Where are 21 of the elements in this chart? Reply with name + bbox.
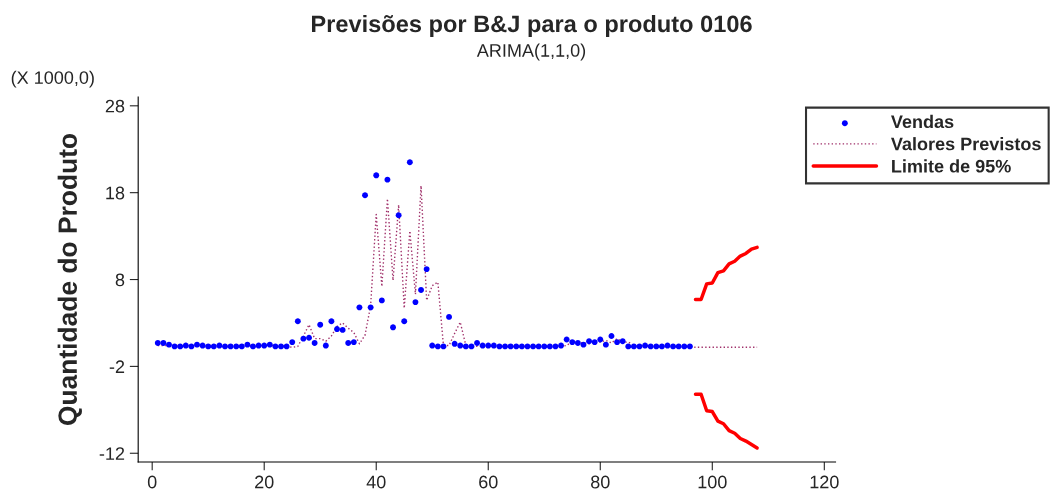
x-tick-label: 20	[255, 475, 274, 489]
y-tick-label: 18	[106, 186, 125, 200]
x-tick-label: 120	[810, 475, 839, 489]
line-series	[693, 392, 759, 450]
x-tick-label: 0	[147, 475, 157, 489]
y-tick-label: -12	[99, 447, 125, 460]
x-tick-label: 80	[591, 475, 610, 489]
x-tick-label: 60	[479, 475, 498, 489]
y-tick-label: 8	[115, 273, 125, 287]
chart-subtitle: ARIMA(1,1,0)	[476, 43, 586, 61]
y-tick-label: 28	[105, 99, 125, 113]
chart-title: Previsões por B&J para o produto 0106	[312, 14, 752, 37]
x-tick-label: 100	[698, 475, 727, 489]
legend-label: Valores Previstos	[891, 137, 1041, 151]
legend-label: Limite de 95%	[892, 159, 1011, 173]
line-series	[693, 245, 759, 302]
x-tick-label: 40	[366, 475, 386, 489]
y-tick-label: -2	[109, 360, 125, 373]
legend-label: Vendas	[891, 114, 954, 129]
y-axis-title: Quantidade do Produto	[57, 133, 82, 426]
text: (X 1000,0)	[11, 70, 94, 88]
